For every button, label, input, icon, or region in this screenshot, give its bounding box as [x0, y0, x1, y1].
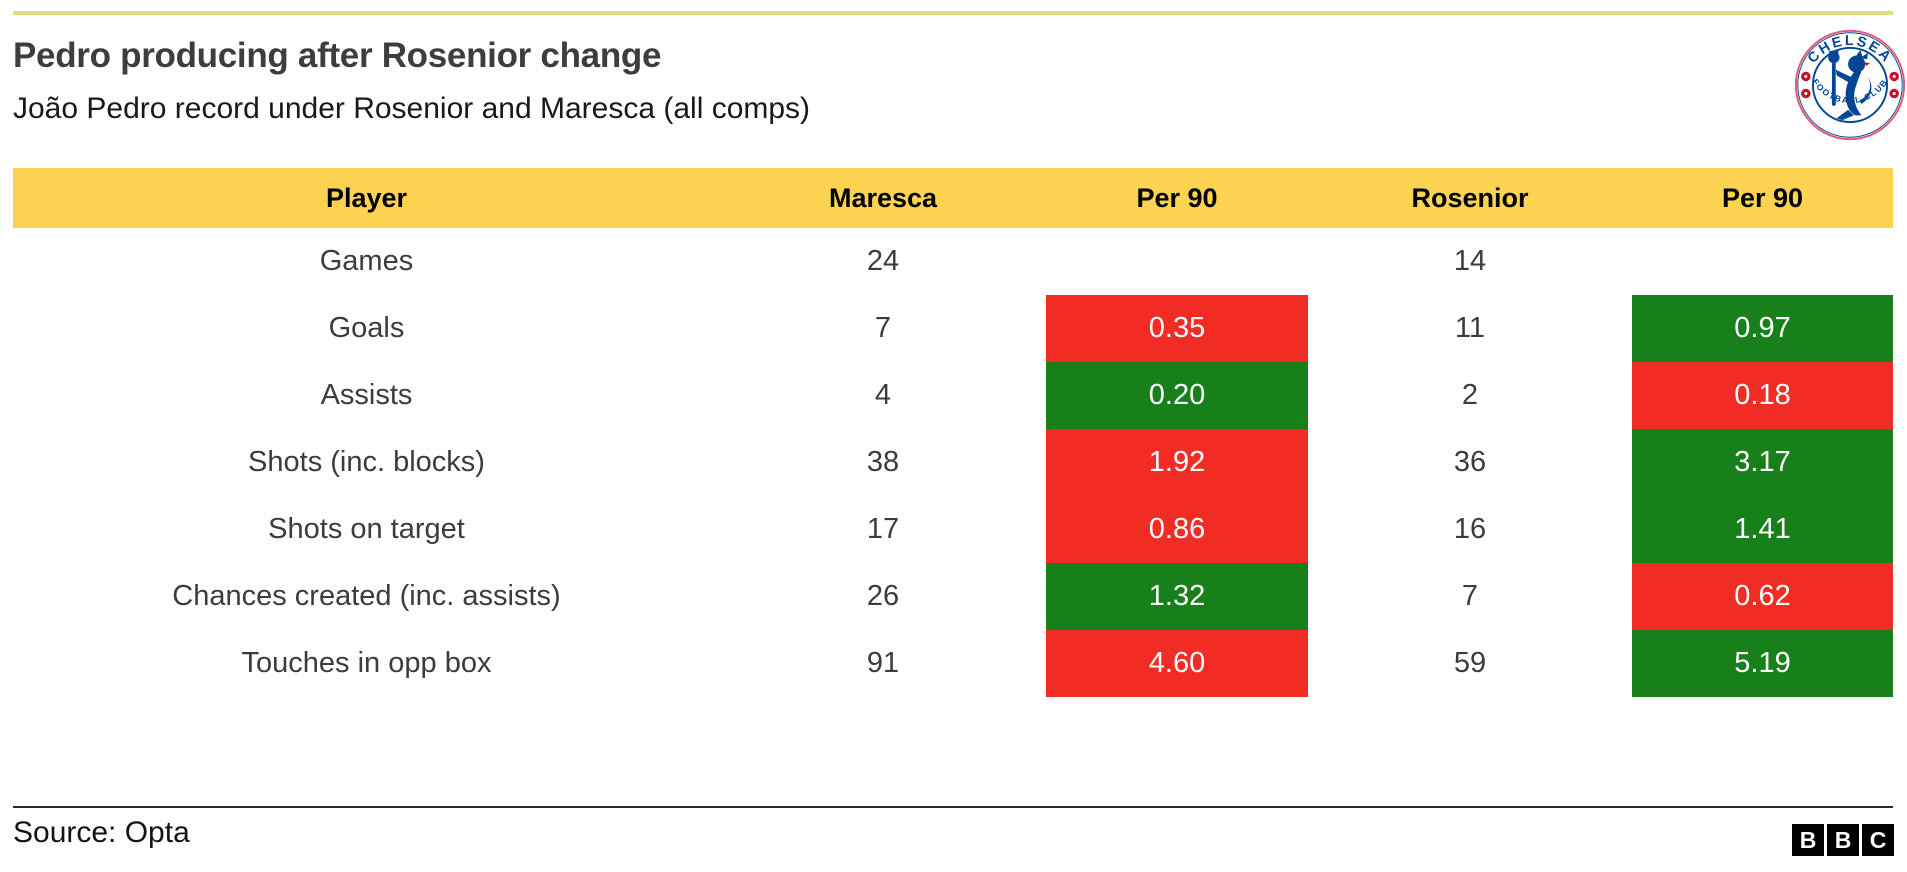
- table-header-row: Player Maresca Per 90 Rosenior Per 90: [13, 168, 1893, 228]
- maresca-per90: 1.92: [1046, 429, 1308, 496]
- table-row: Shots on target 17 0.86 16 1.41: [13, 496, 1893, 563]
- rosenior-per90: 0.62: [1632, 563, 1893, 630]
- stats-table: Player Maresca Per 90 Rosenior Per 90 Ga…: [13, 168, 1893, 697]
- bbc-logo: B B C: [1792, 824, 1894, 856]
- rosenior-total: 2: [1461, 379, 1479, 411]
- maresca-per90: [1046, 228, 1308, 295]
- footer-divider: [13, 806, 1893, 808]
- bbc-logo-block-c: C: [1862, 824, 1894, 856]
- rosenior-per90: 1.41: [1632, 496, 1893, 563]
- rosenior-per90: 0.18: [1632, 362, 1893, 429]
- maresca-total: 17: [866, 513, 900, 545]
- chelsea-badge-svg: CHELSEA FOOTBALL CLUB: [1794, 29, 1906, 141]
- rosenior-total: 36: [1453, 446, 1487, 478]
- row-label: Touches in opp box: [241, 647, 492, 679]
- badge-roses: [1801, 71, 1899, 99]
- table-body: Games 24 14 Goals 7 0.35 11 0.97 Assists…: [13, 228, 1893, 697]
- table-row: Chances created (inc. assists) 26 1.32 7…: [13, 563, 1893, 630]
- column-header-per90-maresca: Per 90: [1136, 182, 1218, 213]
- column-header-maresca: Maresca: [828, 182, 938, 213]
- table-row: Assists 4 0.20 2 0.18: [13, 362, 1893, 429]
- maresca-per90: 0.20: [1046, 362, 1308, 429]
- rosenior-total: 16: [1453, 513, 1487, 545]
- chelsea-club-badge-icon: CHELSEA FOOTBALL CLUB: [1793, 28, 1907, 142]
- row-label: Shots on target: [268, 513, 465, 545]
- maresca-per90: 1.32: [1046, 563, 1308, 630]
- bbc-logo-block-b1: B: [1792, 824, 1824, 856]
- rosenior-per90: 3.17: [1632, 429, 1893, 496]
- rosenior-per90: 0.97: [1632, 295, 1893, 362]
- source-credit: Source: Opta: [13, 816, 190, 849]
- maresca-total: 7: [874, 312, 892, 344]
- row-label: Shots (inc. blocks): [248, 446, 485, 478]
- maresca-per90: 0.35: [1046, 295, 1308, 362]
- table-row: Touches in opp box 91 4.60 59 5.19: [13, 630, 1893, 697]
- column-header-rosenior: Rosenior: [1411, 182, 1529, 213]
- row-label: Goals: [328, 312, 405, 344]
- maresca-total: 91: [866, 647, 900, 679]
- row-label: Chances created (inc. assists): [172, 580, 561, 612]
- column-header-player: Player: [325, 182, 408, 213]
- page-title: Pedro producing after Rosenior change: [13, 36, 662, 75]
- maresca-per90: 4.60: [1046, 630, 1308, 697]
- bbc-logo-block-b2: B: [1827, 824, 1859, 856]
- row-label: Games: [319, 245, 414, 277]
- maresca-total: 24: [866, 245, 900, 277]
- table-row: Goals 7 0.35 11 0.97: [13, 295, 1893, 362]
- row-label: Assists: [320, 379, 413, 411]
- table-row: Games 24 14: [13, 228, 1893, 295]
- rosenior-per90: [1632, 228, 1893, 295]
- rosenior-total: 14: [1453, 245, 1487, 277]
- column-header-per90-rosenior: Per 90: [1721, 182, 1804, 213]
- rosenior-total: 11: [1454, 312, 1486, 344]
- maresca-total: 4: [874, 379, 892, 411]
- maresca-total: 38: [866, 446, 900, 478]
- rosenior-total: 59: [1453, 647, 1487, 679]
- top-accent-rule: [13, 11, 1893, 15]
- rosenior-per90: 5.19: [1632, 630, 1893, 697]
- table-row: Shots (inc. blocks) 38 1.92 36 3.17: [13, 429, 1893, 496]
- maresca-per90: 0.86: [1046, 496, 1308, 563]
- maresca-total: 26: [866, 580, 900, 612]
- rosenior-total: 7: [1461, 580, 1479, 612]
- page-subtitle: João Pedro record under Rosenior and Mar…: [13, 92, 811, 125]
- badge-lion: [1828, 49, 1872, 121]
